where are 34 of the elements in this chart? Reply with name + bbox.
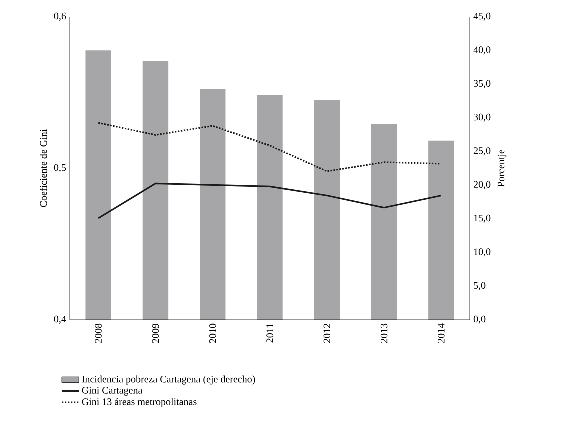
y2-tick-label: 25,0 <box>474 148 491 156</box>
x-tick-label: 2013 <box>380 324 388 344</box>
y2-tick-label: 15,0 <box>474 214 491 224</box>
x-tick-label: 2011 <box>266 324 274 343</box>
y-tick-label: 0,6 <box>54 12 66 22</box>
y2-tick-label: 5,0 <box>474 282 486 290</box>
y2-tick-label: 35,0 <box>474 80 491 88</box>
y2-tick-label: 0,0 <box>474 316 486 324</box>
x-tick-label: 2014 <box>438 324 445 344</box>
bar <box>314 100 340 320</box>
y-tick-label: 0,4 <box>54 316 66 324</box>
y2-axis-title: Porcentje <box>498 150 507 188</box>
y-tick-label: 0,5 <box>54 164 66 173</box>
x-tick-label: 2008 <box>95 324 102 344</box>
bar <box>200 89 226 320</box>
bar <box>142 61 169 320</box>
bar <box>86 50 112 320</box>
y-axis-title: Coeficiente de Gini <box>40 130 48 208</box>
bar <box>428 140 454 320</box>
legend-label: Incidencia pobreza Cartagena (eje derecho) <box>82 376 256 385</box>
x-tick-label: 2012 <box>324 324 331 344</box>
legend-label: Gini 13 áreas metropolitanas <box>82 398 197 408</box>
x-tick-label: 2009 <box>152 324 160 344</box>
y2-tick-label: 45,0 <box>474 12 491 22</box>
bar <box>371 124 398 320</box>
bar <box>257 95 283 320</box>
line-series <box>98 122 442 172</box>
y2-tick-label: 10,0 <box>474 248 491 257</box>
y2-tick-label: 20,0 <box>474 181 491 190</box>
y2-tick-label: 40,0 <box>474 46 491 55</box>
x-tick-label: 2010 <box>209 324 216 344</box>
line-series <box>98 182 442 220</box>
legend-label: Gini Cartagena <box>82 387 143 396</box>
y2-tick-label: 30,0 <box>474 114 491 122</box>
